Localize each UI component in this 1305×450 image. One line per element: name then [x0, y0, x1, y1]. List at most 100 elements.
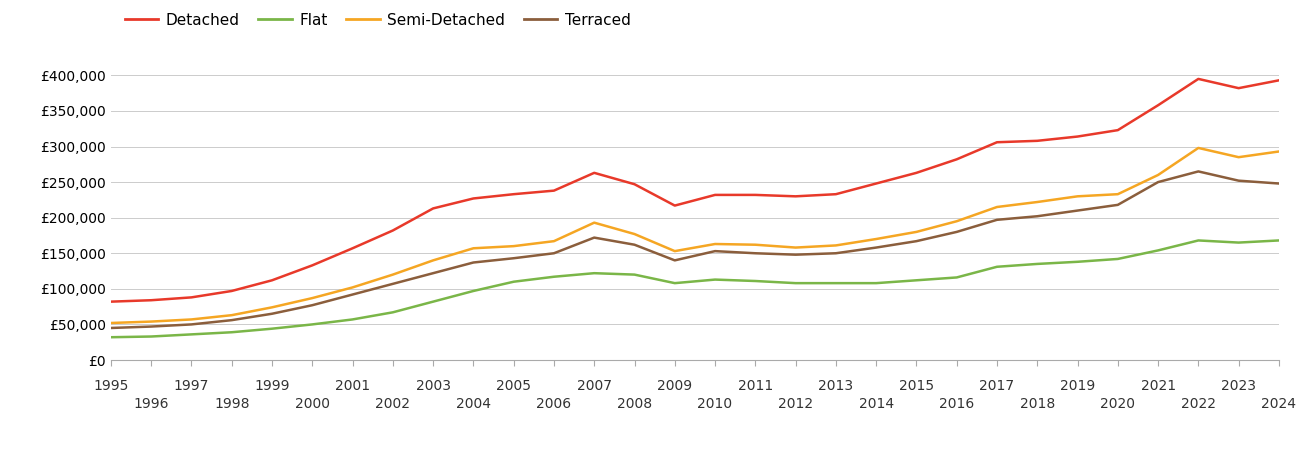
Detached: [1070, 134, 1086, 139]
Semi-Detached: [788, 245, 804, 250]
Flat: [264, 326, 279, 331]
Terraced: [1150, 180, 1165, 185]
Terraced: [989, 217, 1005, 222]
Flat: [1231, 240, 1246, 245]
Flat: [304, 322, 320, 327]
Flat: [1271, 238, 1287, 243]
Detached: [224, 288, 240, 294]
Semi-Detached: [1030, 199, 1045, 205]
Detached: [908, 170, 924, 176]
Text: 2008: 2008: [617, 397, 652, 411]
Flat: [908, 278, 924, 283]
Text: 2014: 2014: [859, 397, 894, 411]
Flat: [506, 279, 522, 284]
Text: 2019: 2019: [1060, 379, 1095, 393]
Detached: [829, 192, 844, 197]
Line: Semi-Detached: Semi-Detached: [111, 148, 1279, 323]
Semi-Detached: [586, 220, 602, 225]
Flat: [748, 278, 763, 284]
Semi-Detached: [908, 229, 924, 234]
Text: 1999: 1999: [254, 379, 290, 393]
Detached: [1111, 127, 1126, 133]
Text: 1997: 1997: [174, 379, 209, 393]
Terraced: [626, 242, 642, 248]
Detached: [545, 188, 561, 194]
Detached: [466, 196, 482, 201]
Terraced: [264, 311, 279, 316]
Flat: [586, 270, 602, 276]
Text: 2015: 2015: [899, 379, 934, 393]
Semi-Detached: [667, 248, 683, 254]
Text: 2003: 2003: [415, 379, 450, 393]
Text: 2006: 2006: [536, 397, 572, 411]
Semi-Detached: [224, 312, 240, 318]
Detached: [949, 157, 964, 162]
Semi-Detached: [626, 231, 642, 237]
Text: 2001: 2001: [335, 379, 371, 393]
Terraced: [586, 235, 602, 240]
Flat: [949, 275, 964, 280]
Text: 2011: 2011: [737, 379, 773, 393]
Line: Detached: Detached: [111, 79, 1279, 302]
Terraced: [667, 258, 683, 263]
Flat: [829, 280, 844, 286]
Semi-Detached: [748, 242, 763, 248]
Terraced: [545, 251, 561, 256]
Detached: [707, 192, 723, 198]
Terraced: [788, 252, 804, 257]
Legend: Detached, Flat, Semi-Detached, Terraced: Detached, Flat, Semi-Detached, Terraced: [119, 7, 637, 34]
Text: 2009: 2009: [658, 379, 693, 393]
Terraced: [506, 256, 522, 261]
Flat: [466, 288, 482, 294]
Terraced: [304, 302, 320, 308]
Detached: [586, 170, 602, 176]
Flat: [707, 277, 723, 282]
Terraced: [1271, 181, 1287, 186]
Detached: [184, 295, 200, 300]
Terraced: [908, 238, 924, 244]
Flat: [1190, 238, 1206, 243]
Semi-Detached: [829, 243, 844, 248]
Text: 2017: 2017: [980, 379, 1014, 393]
Flat: [184, 332, 200, 337]
Detached: [1150, 103, 1165, 108]
Terraced: [103, 325, 119, 331]
Semi-Detached: [545, 238, 561, 244]
Text: 2005: 2005: [496, 379, 531, 393]
Terraced: [425, 270, 441, 276]
Text: 1998: 1998: [214, 397, 249, 411]
Terraced: [184, 322, 200, 327]
Semi-Detached: [1150, 172, 1165, 178]
Semi-Detached: [989, 204, 1005, 210]
Text: 2010: 2010: [697, 397, 732, 411]
Flat: [144, 334, 159, 339]
Line: Flat: Flat: [111, 240, 1279, 337]
Text: 2012: 2012: [778, 397, 813, 411]
Text: 2002: 2002: [376, 397, 410, 411]
Terraced: [1030, 214, 1045, 219]
Semi-Detached: [1111, 192, 1126, 197]
Detached: [144, 297, 159, 303]
Text: 2000: 2000: [295, 397, 330, 411]
Semi-Detached: [868, 236, 883, 242]
Detached: [506, 192, 522, 197]
Terraced: [385, 281, 401, 287]
Flat: [103, 334, 119, 340]
Flat: [1150, 248, 1165, 253]
Text: 1996: 1996: [133, 397, 168, 411]
Terraced: [466, 260, 482, 265]
Terraced: [1070, 208, 1086, 213]
Detached: [1231, 86, 1246, 91]
Detached: [1190, 76, 1206, 81]
Semi-Detached: [264, 305, 279, 310]
Semi-Detached: [506, 243, 522, 249]
Flat: [1030, 261, 1045, 267]
Semi-Detached: [466, 246, 482, 251]
Semi-Detached: [949, 219, 964, 224]
Semi-Detached: [184, 317, 200, 322]
Text: 2020: 2020: [1100, 397, 1135, 411]
Detached: [626, 181, 642, 187]
Semi-Detached: [385, 272, 401, 277]
Terraced: [1111, 202, 1126, 207]
Text: 2007: 2007: [577, 379, 612, 393]
